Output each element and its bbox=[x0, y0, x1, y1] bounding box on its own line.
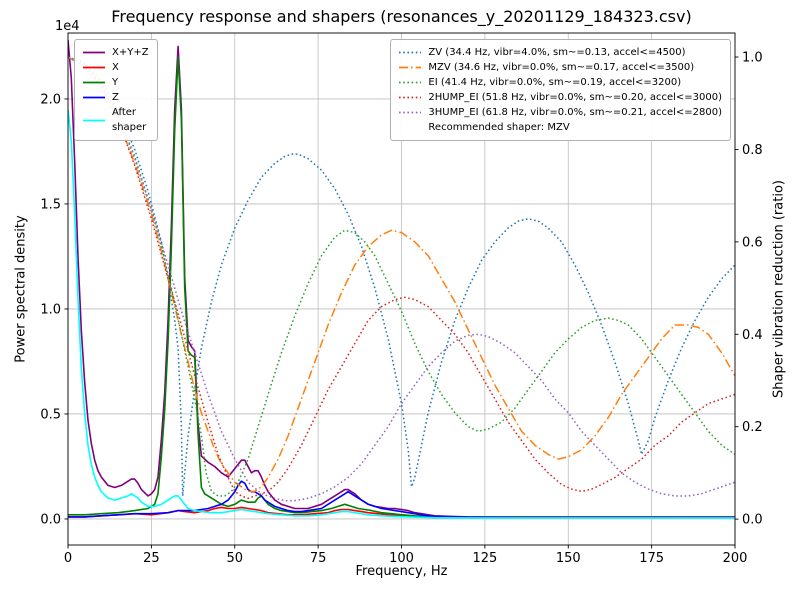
zv-line-swatch-icon bbox=[398, 47, 422, 58]
x-y-z-line-swatch-icon bbox=[82, 47, 106, 58]
legend-label-2hump-ei: 2HUMP_EI (51.8 Hz, vibr=0.0%, sm~=0.20, … bbox=[428, 92, 722, 103]
series-y bbox=[68, 56, 735, 519]
y-right-tick-label: 0.8 bbox=[742, 143, 763, 158]
x-tick-label: 75 bbox=[310, 551, 327, 566]
legend-label-ei: EI (41.4 Hz, vibr=0.0%, sm~=0.19, accel<… bbox=[428, 77, 682, 88]
after-shaper-line-swatch-icon bbox=[82, 115, 106, 126]
legend-item-ei: EI (41.4 Hz, vibr=0.0%, sm~=0.19, accel<… bbox=[398, 75, 722, 90]
legend-item-z: Z bbox=[82, 90, 149, 105]
x-tick-label: 50 bbox=[226, 551, 243, 566]
legend-label-zv: ZV (34.4 Hz, vibr=4.0%, sm~=0.13, accel<… bbox=[428, 47, 686, 58]
legend-label-z: Z bbox=[112, 92, 119, 103]
series-after-shaper bbox=[68, 109, 735, 519]
curves bbox=[68, 40, 735, 519]
series-2hump-ei bbox=[68, 56, 735, 500]
shaper-legend: ZV (34.4 Hz, vibr=4.0%, sm~=0.13, accel<… bbox=[390, 39, 731, 141]
x-tick-label: 125 bbox=[472, 551, 497, 566]
legend-item-zv: ZV (34.4 Hz, vibr=4.0%, sm~=0.13, accel<… bbox=[398, 45, 722, 60]
y-left-offset-label: 1e4 bbox=[55, 19, 80, 34]
chart-title: Frequency response and shapers (resonanc… bbox=[111, 7, 692, 26]
y-right-tick-label: 0.0 bbox=[742, 513, 763, 528]
x-tick-label: 150 bbox=[556, 551, 581, 566]
ei-line-swatch-icon bbox=[398, 77, 422, 88]
legend-item-x: X bbox=[82, 60, 149, 75]
y-right-tick-label: 1.0 bbox=[742, 51, 763, 66]
y-right-tick-label: 0.2 bbox=[742, 420, 763, 435]
3hump-ei-line-swatch-icon bbox=[398, 107, 422, 118]
legend-label-3hump-ei: 3HUMP_EI (61.8 Hz, vibr=0.0%, sm~=0.21, … bbox=[428, 107, 722, 118]
series-mzv bbox=[68, 56, 735, 493]
legend-item-y: Y bbox=[82, 75, 149, 90]
ticks bbox=[64, 56, 739, 549]
legend-item-mzv: MZV (34.6 Hz, vibr=0.0%, sm~=0.17, accel… bbox=[398, 60, 722, 75]
x-tick-label: 200 bbox=[723, 551, 748, 566]
x-axis-label: Frequency, Hz bbox=[355, 564, 448, 579]
legend-item-x-y-z: X+Y+Z bbox=[82, 45, 149, 60]
y-left-axis-label: Power spectral density bbox=[13, 215, 29, 363]
legend-label-after-shaper: After shaper bbox=[112, 107, 147, 133]
legend-item-recommended-shaper: Recommended shaper: MZV bbox=[398, 120, 722, 135]
y-left-tick-label: 1.0 bbox=[40, 302, 61, 317]
x-tick-label: 0 bbox=[64, 551, 72, 566]
legend-item-3hump-ei: 3HUMP_EI (61.8 Hz, vibr=0.0%, sm~=0.21, … bbox=[398, 105, 722, 120]
legend-label-mzv: MZV (34.6 Hz, vibr=0.0%, sm~=0.17, accel… bbox=[428, 62, 695, 73]
legend-item-after-shaper: After shaper bbox=[82, 105, 149, 135]
x-tick-label: 100 bbox=[389, 551, 414, 566]
y-right-tick-label: 0.4 bbox=[742, 328, 763, 343]
y-left-tick-label: 1.5 bbox=[40, 197, 61, 212]
y-right-tick-label: 0.6 bbox=[742, 235, 763, 250]
psd-legend: X+Y+Z X Y Z After shaper bbox=[74, 39, 158, 141]
legend-label-x-y-z: X+Y+Z bbox=[112, 47, 149, 58]
y-left-tick-label: 0.0 bbox=[40, 512, 61, 527]
x-line-swatch-icon bbox=[82, 62, 106, 73]
series-3hump-ei bbox=[68, 56, 735, 502]
x-tick-label: 25 bbox=[143, 551, 160, 566]
y-right-axis-label: Shaper vibration reduction (ratio) bbox=[771, 180, 787, 398]
legend-label-y: Y bbox=[112, 77, 119, 88]
x-tick-label: 175 bbox=[639, 551, 664, 566]
series-ei bbox=[68, 56, 735, 497]
y-line-swatch-icon bbox=[82, 77, 106, 88]
legend-item-2hump-ei: 2HUMP_EI (51.8 Hz, vibr=0.0%, sm~=0.20, … bbox=[398, 90, 722, 105]
z-line-swatch-icon bbox=[82, 92, 106, 103]
mzv-line-swatch-icon bbox=[398, 62, 422, 73]
y-left-tick-label: 0.5 bbox=[40, 407, 61, 422]
series-zv bbox=[68, 56, 735, 497]
tick-labels: 0 25 50 75 100 125 150 175 200 0.0 0.5 1.0 1.5 2.0 0.0… bbox=[40, 51, 762, 566]
series-z bbox=[68, 480, 735, 519]
legend-label-x: X bbox=[112, 62, 119, 73]
y-left-tick-label: 2.0 bbox=[40, 92, 61, 107]
2hump-ei-line-swatch-icon bbox=[398, 92, 422, 103]
legend-label-recommended-shaper: Recommended shaper: MZV bbox=[428, 122, 570, 133]
series-x-y-z bbox=[68, 40, 735, 518]
